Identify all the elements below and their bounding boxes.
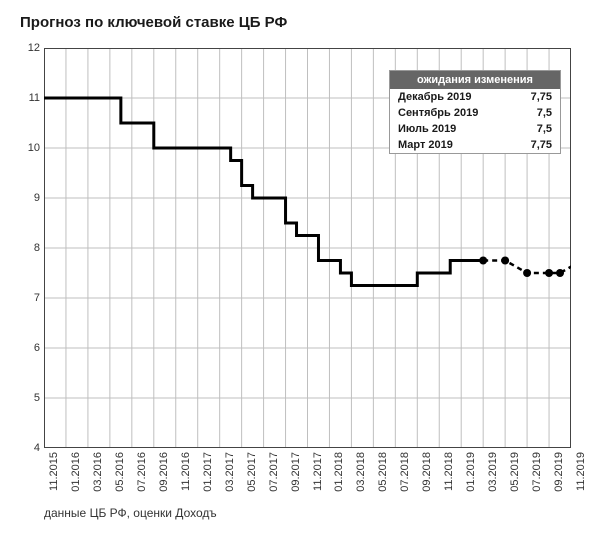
legend-row-value: 7,5 xyxy=(537,123,552,135)
x-tick-label: 07.2019 xyxy=(531,452,543,492)
x-tick-label: 09.2017 xyxy=(290,452,302,492)
x-tick-label: 11.2017 xyxy=(312,452,324,491)
x-tick-label: 05.2018 xyxy=(377,452,389,492)
x-tick-label: 11.2018 xyxy=(443,452,455,491)
x-tick-label: 11.2015 xyxy=(48,452,60,491)
x-tick-label: 01.2018 xyxy=(333,452,345,492)
y-tick-label: 10 xyxy=(22,142,40,154)
legend-header: ожидания изменения xyxy=(390,71,560,89)
y-tick-label: 7 xyxy=(22,292,40,304)
legend-row-label: Сентябрь 2019 xyxy=(398,107,492,119)
x-tick-label: 07.2017 xyxy=(268,452,280,492)
x-tick-label: 09.2019 xyxy=(553,452,565,492)
legend-row-label: Июль 2019 xyxy=(398,123,470,135)
x-tick-label: 03.2018 xyxy=(355,452,367,492)
chart-footnote: данные ЦБ РФ, оценки Доходъ xyxy=(44,506,217,520)
x-tick-label: 11.2019 xyxy=(575,452,587,491)
legend-row-label: Декабрь 2019 xyxy=(398,91,486,103)
legend-row-value: 7,5 xyxy=(537,107,552,119)
x-tick-label: 03.2016 xyxy=(92,452,104,492)
y-tick-label: 9 xyxy=(22,192,40,204)
y-tick-label: 11 xyxy=(22,92,40,104)
y-tick-label: 6 xyxy=(22,342,40,354)
x-tick-label: 01.2016 xyxy=(70,452,82,492)
y-tick-label: 5 xyxy=(22,392,40,404)
x-tick-label: 01.2017 xyxy=(202,452,214,492)
legend-row-label: Март 2019 xyxy=(398,139,467,151)
x-tick-label: 05.2019 xyxy=(509,452,521,492)
legend-row: Сентябрь 2019 7,5 xyxy=(390,105,560,121)
x-tick-label: 03.2017 xyxy=(224,452,236,492)
legend-row-value: 7,75 xyxy=(531,139,552,151)
y-tick-label: 8 xyxy=(22,242,40,254)
chart-title: Прогноз по ключевой ставке ЦБ РФ xyxy=(20,14,287,31)
legend-box: ожидания изменения Декабрь 2019 7,75 Сентя… xyxy=(389,70,561,154)
legend-row: Март 2019 7,75 xyxy=(390,137,560,153)
x-tick-label: 11.2016 xyxy=(180,452,192,491)
y-tick-label: 12 xyxy=(22,42,40,54)
x-tick-label: 09.2016 xyxy=(158,452,170,492)
x-tick-label: 01.2019 xyxy=(465,452,477,492)
y-tick-label: 4 xyxy=(22,442,40,454)
legend-row-value: 7,75 xyxy=(531,91,552,103)
x-tick-label: 09.2018 xyxy=(421,452,433,492)
x-tick-label: 07.2018 xyxy=(399,452,411,492)
x-tick-label: 05.2017 xyxy=(246,452,258,492)
legend-row: Декабрь 2019 7,75 xyxy=(390,89,560,105)
x-tick-label: 07.2016 xyxy=(136,452,148,492)
x-tick-label: 05.2016 xyxy=(114,452,126,492)
legend-row: Июль 2019 7,5 xyxy=(390,121,560,137)
x-tick-label: 03.2019 xyxy=(487,452,499,492)
